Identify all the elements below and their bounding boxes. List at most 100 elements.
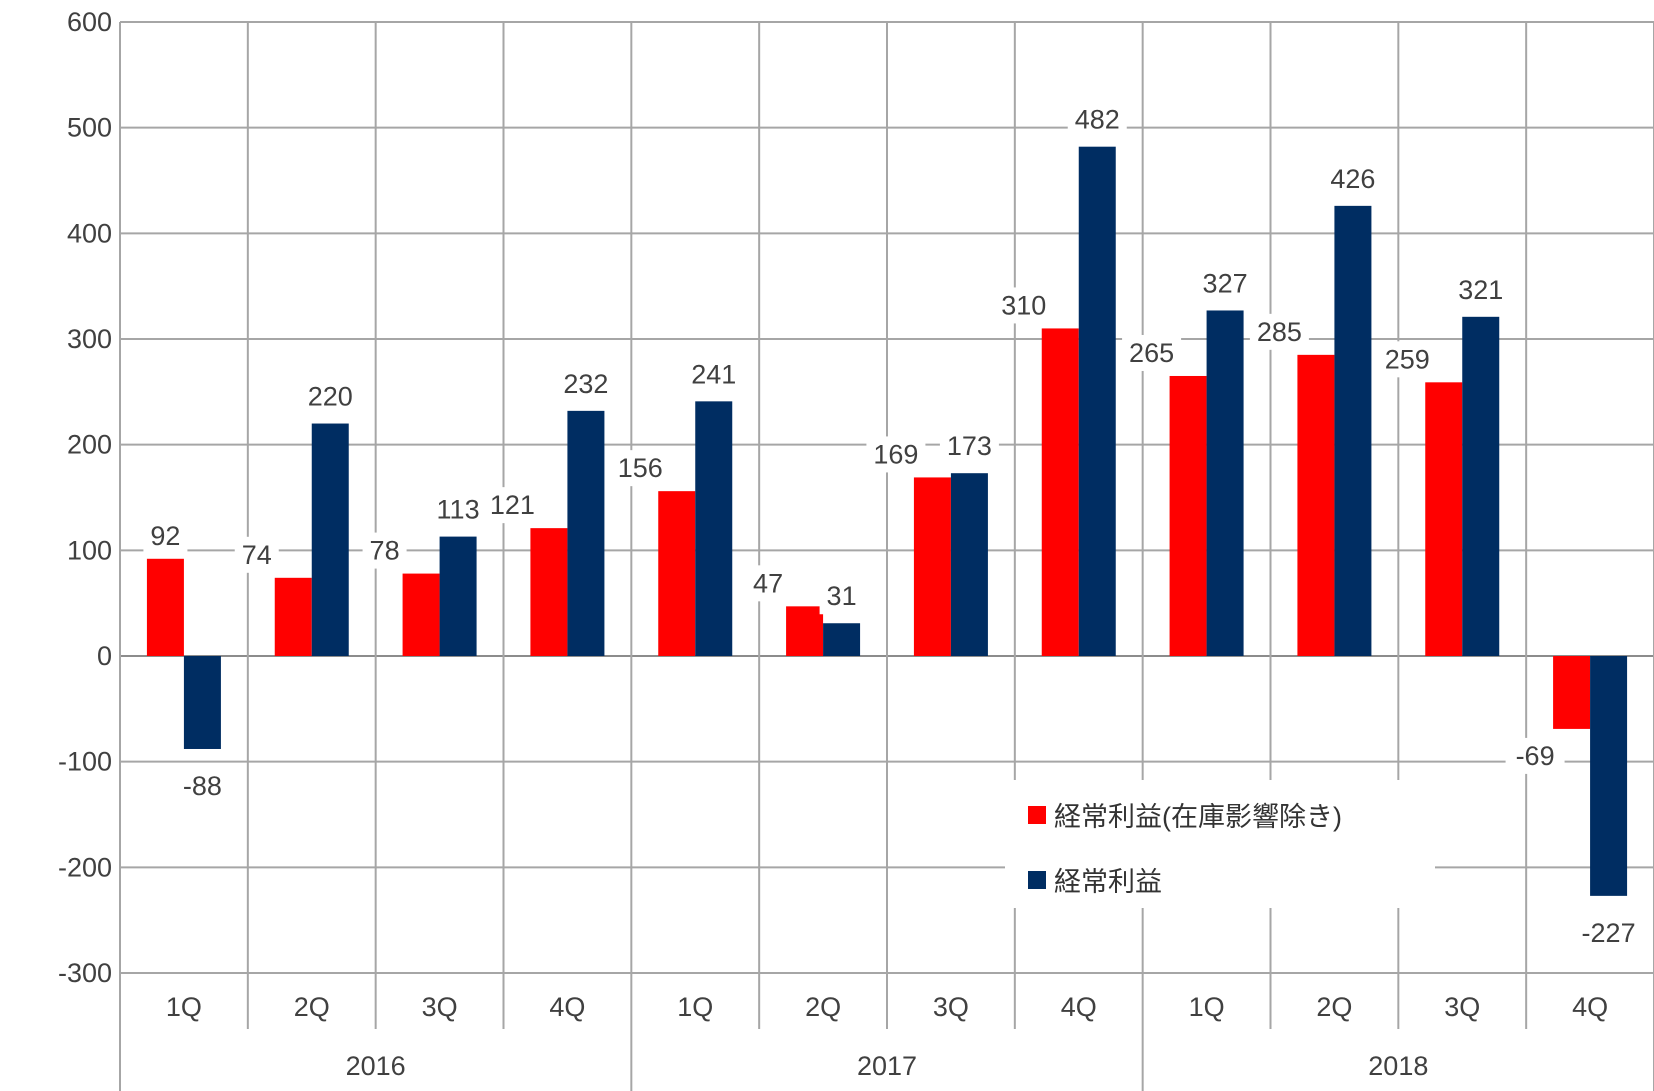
- bar-adjusted: [274, 577, 312, 656]
- legend-swatch-adjusted: [1028, 806, 1046, 824]
- data-label: 92: [150, 521, 180, 551]
- data-label: 265: [1129, 338, 1174, 368]
- data-label-bg: [866, 436, 926, 473]
- data-label-bg: [362, 532, 407, 569]
- y-tick-label: -300: [58, 958, 112, 988]
- data-label-bg: [939, 428, 999, 465]
- bar-ordinary: [1462, 316, 1500, 656]
- x-tick-label: 4Q: [1572, 992, 1608, 1022]
- data-label: 121: [490, 490, 535, 520]
- data-label-bg: [1451, 271, 1511, 308]
- bar-adjusted: [1553, 656, 1591, 729]
- data-label: 310: [1001, 290, 1046, 320]
- bar-adjusted: [1297, 354, 1335, 656]
- data-label: -227: [1582, 918, 1636, 948]
- bar-adjusted: [658, 491, 696, 656]
- bar-ordinary: [1078, 146, 1116, 657]
- bar-adjusted: [1169, 375, 1207, 656]
- bar-ordinary: [567, 410, 605, 656]
- x-tick-label: 2Q: [1316, 992, 1352, 1022]
- data-label-bg: [819, 578, 864, 615]
- x-tick-label: 4Q: [1061, 992, 1097, 1022]
- data-label-bg: [1195, 265, 1255, 302]
- data-label-bg: [1067, 101, 1127, 138]
- legend-background: [1005, 780, 1435, 908]
- axes: -300 -200 -100 0 100 200 300 400 500 600 1Q 2Q 3Q 4Q 1…: [58, 7, 1608, 1091]
- data-label: 173: [947, 431, 992, 461]
- y-tick-label: -200: [58, 852, 112, 882]
- data-label-bg: [1571, 914, 1646, 951]
- y-tick-label: 200: [67, 430, 112, 460]
- data-label: 156: [618, 453, 663, 483]
- bar-ordinary: [823, 623, 861, 656]
- data-labels: 92 74 78 121 156 47 169 310 265 285 259 -69 -88 220 11…: [143, 101, 1646, 951]
- gridlines: [119, 21, 1654, 1091]
- data-label-bg: [482, 487, 542, 524]
- data-label-bg: [172, 767, 232, 804]
- legend-label-adjusted: 経常利益(在庫影響除き): [1054, 802, 1342, 832]
- bar-ordinary: [183, 656, 221, 749]
- legend-label-ordinary: 経常利益: [1054, 867, 1162, 897]
- x-tick-label: 3Q: [933, 992, 969, 1022]
- bar-ordinary: [1590, 656, 1628, 896]
- y-tick-label: 400: [67, 218, 112, 248]
- y-tick-label: 0: [97, 641, 112, 671]
- data-label: 169: [873, 439, 918, 469]
- x-tick-label: 1Q: [166, 992, 202, 1022]
- bars: [146, 146, 1628, 896]
- data-label: 285: [1257, 317, 1302, 347]
- data-label: 232: [563, 369, 608, 399]
- x-tick-label: 2Q: [294, 992, 330, 1022]
- bar-adjusted: [146, 558, 184, 656]
- data-label: 47: [753, 568, 783, 598]
- data-label-bg: [1505, 737, 1565, 774]
- bar-ordinary: [950, 473, 988, 656]
- data-label-bg: [428, 491, 488, 528]
- y-tick-label: 600: [67, 7, 112, 37]
- data-label-bg: [1323, 160, 1383, 197]
- data-label-bg: [610, 450, 670, 487]
- data-label-bg: [1122, 334, 1182, 371]
- bar-adjusted: [402, 573, 440, 656]
- bar-ordinary: [1334, 205, 1372, 657]
- data-label: 220: [308, 382, 353, 412]
- x-tick-label: 4Q: [549, 992, 585, 1022]
- bar-ordinary: [695, 401, 733, 656]
- data-label: 74: [242, 540, 272, 570]
- data-label-bg: [300, 378, 360, 415]
- data-label: 321: [1458, 275, 1503, 305]
- data-label-bg: [1377, 341, 1437, 378]
- data-label: 259: [1385, 344, 1430, 374]
- year-label: 2016: [346, 1051, 406, 1081]
- x-tick-label: 1Q: [1189, 992, 1225, 1022]
- data-label: 241: [691, 359, 736, 389]
- x-tick-label: 3Q: [422, 992, 458, 1022]
- x-tick-label: 3Q: [1444, 992, 1480, 1022]
- bar-adjusted: [786, 606, 824, 656]
- y-tick-label: 500: [67, 113, 112, 143]
- bar-adjusted: [1425, 382, 1463, 656]
- x-tick-label: 1Q: [677, 992, 713, 1022]
- year-label: 2017: [857, 1051, 917, 1081]
- data-label: 327: [1203, 268, 1248, 298]
- data-label-bg: [746, 565, 791, 602]
- legend: 経常利益(在庫影響除き) 経常利益: [1005, 780, 1435, 908]
- bar-ordinary: [439, 536, 477, 656]
- y-tick-label: 300: [67, 324, 112, 354]
- bar-adjusted: [913, 477, 951, 656]
- bar-adjusted: [1041, 328, 1079, 656]
- data-label-bg: [994, 287, 1054, 324]
- bar-ordinary: [311, 423, 349, 656]
- y-tick-label: 100: [67, 535, 112, 565]
- data-label-bg: [234, 536, 279, 573]
- legend-swatch-ordinary: [1028, 871, 1046, 889]
- year-label: 2018: [1368, 1051, 1428, 1081]
- data-label-bg: [684, 356, 744, 393]
- y-tick-label: -100: [58, 747, 112, 777]
- data-label-bg: [556, 365, 616, 402]
- data-label: 78: [370, 536, 400, 566]
- bar-adjusted: [530, 528, 568, 656]
- data-label: -69: [1516, 741, 1555, 771]
- x-tick-label: 2Q: [805, 992, 841, 1022]
